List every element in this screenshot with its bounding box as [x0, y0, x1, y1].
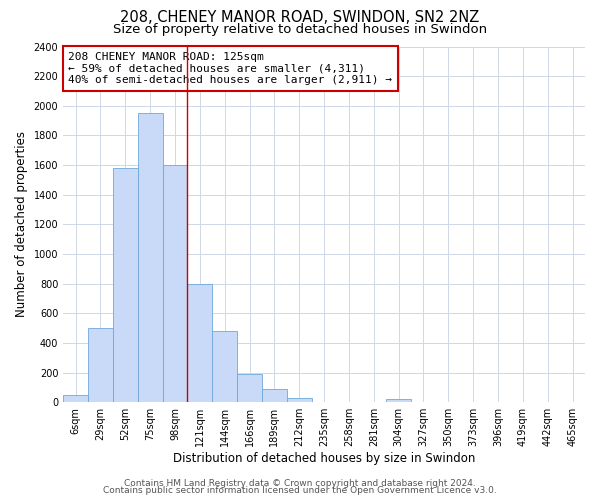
Text: 208 CHENEY MANOR ROAD: 125sqm
← 59% of detached houses are smaller (4,311)
40% o: 208 CHENEY MANOR ROAD: 125sqm ← 59% of d…: [68, 52, 392, 85]
Bar: [88, 328, 113, 402]
X-axis label: Distribution of detached houses by size in Swindon: Distribution of detached houses by size …: [173, 452, 475, 465]
Bar: [262, 389, 287, 402]
Bar: [113, 168, 138, 402]
Y-axis label: Number of detached properties: Number of detached properties: [15, 132, 28, 318]
Bar: [138, 113, 163, 402]
Bar: [187, 284, 212, 402]
Bar: [163, 165, 187, 402]
Bar: [386, 398, 411, 402]
Bar: [63, 395, 88, 402]
Bar: [212, 331, 237, 402]
Bar: [287, 398, 311, 402]
Text: Size of property relative to detached houses in Swindon: Size of property relative to detached ho…: [113, 22, 487, 36]
Text: 208, CHENEY MANOR ROAD, SWINDON, SN2 2NZ: 208, CHENEY MANOR ROAD, SWINDON, SN2 2NZ: [121, 10, 479, 25]
Bar: [237, 374, 262, 402]
Text: Contains public sector information licensed under the Open Government Licence v3: Contains public sector information licen…: [103, 486, 497, 495]
Text: Contains HM Land Registry data © Crown copyright and database right 2024.: Contains HM Land Registry data © Crown c…: [124, 478, 476, 488]
